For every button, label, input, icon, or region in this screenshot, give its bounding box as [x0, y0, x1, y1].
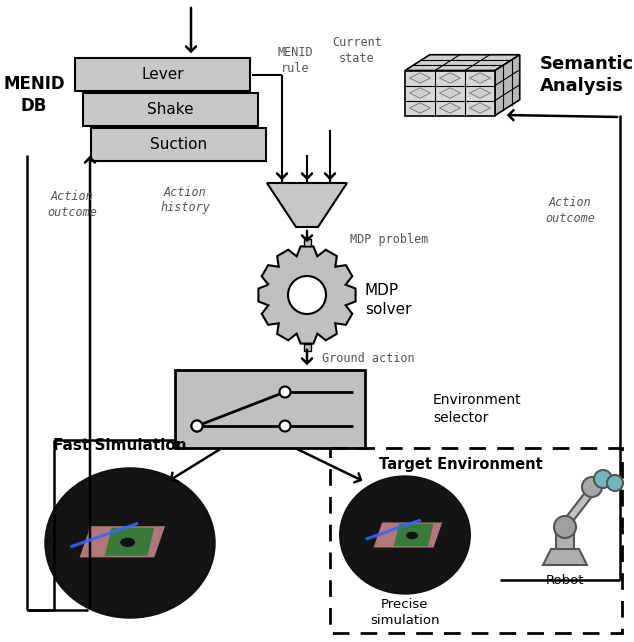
Text: Action
outcome: Action outcome [47, 191, 97, 220]
Text: MDP problem: MDP problem [350, 234, 429, 247]
Text: MENID
DB: MENID DB [3, 75, 65, 115]
Bar [175, 370, 365, 448]
Ellipse shape [406, 532, 418, 539]
Ellipse shape [340, 477, 470, 593]
Bar [304, 344, 311, 351]
Circle shape [607, 475, 623, 491]
Bar [75, 58, 250, 91]
Text: Fast Simulation: Fast Simulation [53, 437, 187, 453]
Circle shape [288, 276, 326, 314]
Text: Target Environment: Target Environment [379, 458, 543, 473]
Polygon shape [410, 103, 430, 113]
Polygon shape [543, 549, 587, 565]
Polygon shape [410, 73, 430, 83]
Text: Current
state: Current state [332, 35, 382, 64]
Polygon shape [470, 88, 491, 98]
Text: Action
history: Action history [160, 186, 210, 214]
Bar [304, 239, 311, 246]
Text: Environment
selector: Environment selector [433, 394, 522, 424]
Polygon shape [495, 55, 520, 116]
Circle shape [582, 477, 602, 497]
Polygon shape [439, 103, 460, 113]
Circle shape [280, 386, 290, 397]
Polygon shape [470, 103, 491, 113]
Text: Semantic
Analysis: Semantic Analysis [540, 55, 634, 95]
Text: Ground action: Ground action [322, 352, 415, 365]
Bar [556, 527, 574, 549]
Polygon shape [373, 523, 442, 548]
Text: MDP
solver: MDP solver [365, 283, 411, 317]
Polygon shape [405, 71, 495, 116]
Bar [83, 93, 258, 126]
Polygon shape [439, 73, 460, 83]
Circle shape [554, 516, 576, 538]
Circle shape [191, 421, 202, 431]
Text: Robot: Robot [546, 573, 585, 587]
Polygon shape [470, 73, 491, 83]
Polygon shape [410, 88, 430, 98]
Ellipse shape [46, 469, 214, 617]
Circle shape [191, 421, 202, 431]
Text: Lever: Lever [141, 67, 184, 82]
Text: MENID
rule: MENID rule [277, 46, 313, 74]
Bar [91, 128, 266, 161]
Text: Action
outcome: Action outcome [545, 196, 595, 225]
Polygon shape [259, 247, 356, 343]
Text: Precise
simulation: Precise simulation [370, 598, 440, 627]
Polygon shape [405, 55, 520, 71]
Circle shape [280, 421, 290, 431]
Ellipse shape [120, 538, 135, 547]
Polygon shape [394, 524, 434, 546]
Polygon shape [80, 526, 165, 557]
Circle shape [594, 470, 612, 488]
Text: Shake: Shake [147, 102, 194, 117]
Polygon shape [105, 528, 154, 556]
Bar [330, 448, 622, 633]
Polygon shape [439, 88, 460, 98]
Polygon shape [267, 183, 347, 227]
Polygon shape [560, 490, 597, 525]
Text: Suction: Suction [150, 137, 207, 152]
